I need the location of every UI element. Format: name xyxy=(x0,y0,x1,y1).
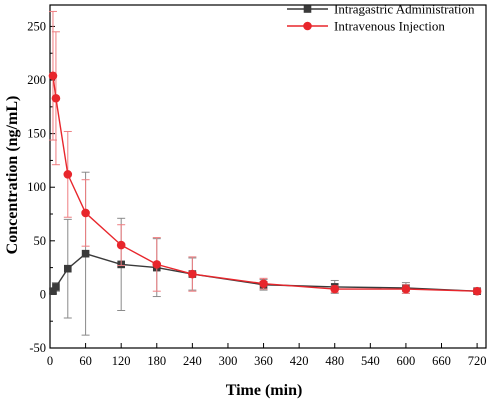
legend: Intragastric Administration Intravenous I… xyxy=(287,2,475,34)
data-point xyxy=(51,93,61,103)
y-tick-label: 200 xyxy=(27,73,46,87)
data-point xyxy=(81,208,90,218)
data-point xyxy=(52,283,60,291)
x-axis-ticks: 0 60 120 180 240 300 360 420 480 540 600 660 720 xyxy=(47,343,487,368)
x-axis-title: Time (min) xyxy=(226,382,303,399)
x-tick-label: 0 xyxy=(47,354,53,368)
data-point xyxy=(49,287,57,295)
legend-marker xyxy=(303,5,312,13)
y-axis-ticks: -50 0 50 100 150 200 250 xyxy=(27,19,55,355)
plot-frame xyxy=(49,4,487,349)
data-point xyxy=(472,286,482,296)
y-tick-label: 0 xyxy=(40,287,46,301)
plot-border xyxy=(49,4,487,349)
series-intravenous xyxy=(48,10,482,296)
x-tick-label: 420 xyxy=(290,354,309,368)
y-tick-label: 250 xyxy=(27,19,46,33)
data-point xyxy=(48,71,58,81)
x-tick-label: 360 xyxy=(254,354,273,368)
data-point xyxy=(116,240,126,250)
series-intragastric xyxy=(48,171,482,336)
x-tick-label: 120 xyxy=(112,354,131,368)
x-tick-label: 720 xyxy=(468,354,487,368)
data-point xyxy=(63,170,73,179)
data-point xyxy=(401,284,411,294)
data-point xyxy=(81,249,90,258)
y-tick-label: -50 xyxy=(29,341,46,355)
legend-item: Intragastric Administration xyxy=(287,2,475,17)
y-tick-label: 150 xyxy=(27,127,46,141)
data-point xyxy=(152,260,162,269)
data-point xyxy=(63,264,72,273)
x-tick-label: 600 xyxy=(397,354,416,368)
x-tick-label: 480 xyxy=(325,354,344,368)
x-tick-label: 660 xyxy=(432,354,451,368)
legend-label: Intragastric Administration xyxy=(334,2,475,17)
series-line xyxy=(52,75,478,292)
x-tick-label: 180 xyxy=(147,354,166,368)
x-tick-label: 540 xyxy=(361,354,380,368)
data-point xyxy=(330,284,340,294)
y-axis-title: Concentration (ng/mL) xyxy=(4,96,21,255)
y-tick-label: 50 xyxy=(34,234,47,248)
legend-label: Intravenous Injection xyxy=(334,19,445,34)
x-tick-label: 300 xyxy=(219,354,238,368)
legend-marker xyxy=(303,21,312,31)
x-tick-label: 240 xyxy=(183,354,202,368)
data-point xyxy=(259,279,268,288)
legend-item: Intravenous Injection xyxy=(287,19,445,34)
series-layer xyxy=(48,10,482,336)
y-tick-label: 100 xyxy=(27,180,46,194)
data-point xyxy=(188,269,197,279)
x-tick-label: 60 xyxy=(79,354,92,368)
